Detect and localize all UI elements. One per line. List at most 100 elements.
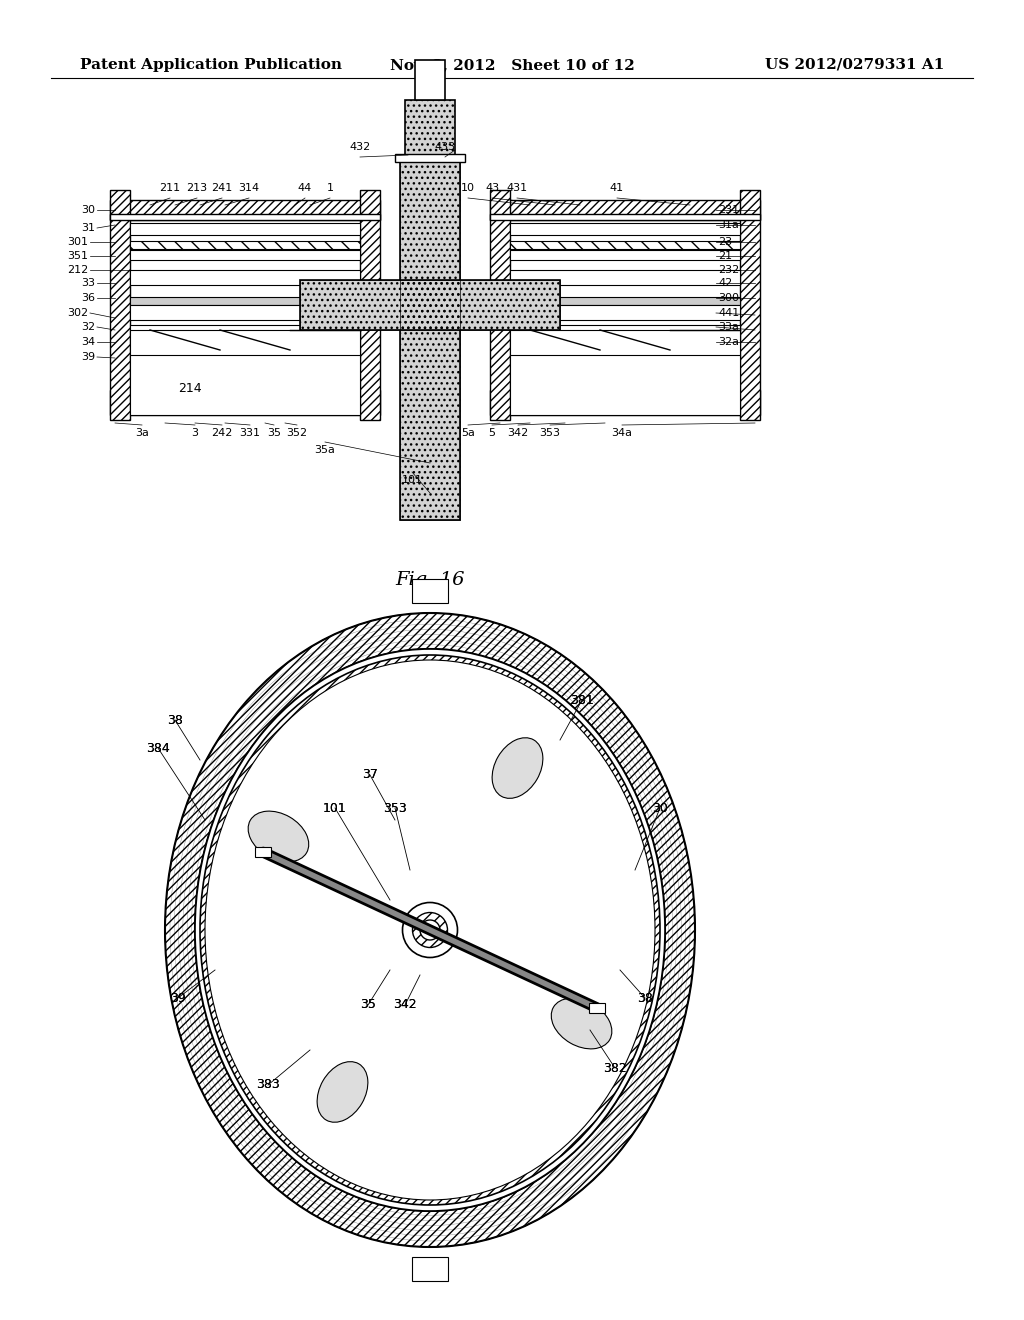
Text: 37: 37: [362, 768, 378, 781]
Text: 101: 101: [324, 801, 347, 814]
Bar: [510, 297, 740, 305]
Bar: [300, 280, 560, 330]
Bar: [130, 249, 360, 260]
Ellipse shape: [413, 912, 447, 948]
Ellipse shape: [493, 738, 543, 799]
Bar: [406, 100, 455, 160]
Text: 212: 212: [67, 265, 88, 275]
Text: 35a: 35a: [314, 445, 336, 455]
Text: 36: 36: [81, 293, 95, 304]
Text: US 2012/0279331 A1: US 2012/0279331 A1: [765, 58, 944, 73]
Bar: [589, 1003, 605, 1012]
Ellipse shape: [165, 612, 695, 1247]
Bar: [510, 223, 740, 235]
Bar: [130, 305, 360, 319]
Bar: [510, 330, 740, 360]
Text: 44: 44: [298, 183, 312, 193]
Ellipse shape: [205, 660, 655, 1200]
Bar: [400, 160, 460, 520]
Bar: [130, 325, 360, 341]
Bar: [412, 1257, 447, 1282]
Text: 3: 3: [191, 428, 199, 438]
Bar: [130, 223, 360, 235]
Bar: [360, 190, 380, 420]
Ellipse shape: [317, 1061, 368, 1122]
Bar: [740, 190, 760, 420]
Text: 33a: 33a: [718, 322, 739, 333]
Text: 383: 383: [256, 1078, 280, 1092]
Bar: [510, 271, 740, 285]
Text: 242: 242: [211, 428, 232, 438]
Bar: [110, 190, 130, 420]
Text: 231: 231: [718, 205, 739, 215]
Text: 353: 353: [540, 428, 560, 438]
Text: 30: 30: [652, 801, 668, 814]
Text: 300: 300: [718, 293, 739, 304]
Text: 30: 30: [652, 801, 668, 814]
Text: 34a: 34a: [611, 428, 633, 438]
Text: 35: 35: [267, 428, 281, 438]
Text: 432: 432: [349, 143, 371, 152]
Bar: [130, 330, 360, 360]
Bar: [490, 190, 510, 420]
Ellipse shape: [195, 649, 665, 1210]
Bar: [255, 847, 271, 857]
Text: 381: 381: [570, 693, 594, 706]
Bar: [412, 578, 449, 603]
Bar: [415, 59, 445, 100]
Text: 241: 241: [211, 183, 232, 193]
Text: 301: 301: [67, 238, 88, 247]
Bar: [110, 214, 380, 220]
Ellipse shape: [195, 649, 665, 1210]
Text: 32a: 32a: [718, 337, 739, 347]
Text: 384: 384: [146, 742, 170, 755]
Text: 232: 232: [718, 265, 739, 275]
Text: 211: 211: [160, 183, 180, 193]
Bar: [395, 154, 465, 162]
Text: 351: 351: [67, 251, 88, 261]
Bar: [130, 242, 360, 249]
Text: 342: 342: [393, 998, 417, 1011]
Text: 38: 38: [167, 714, 183, 726]
Bar: [110, 389, 380, 414]
Text: 42: 42: [718, 279, 732, 288]
Text: 352: 352: [287, 428, 307, 438]
Text: 302: 302: [67, 308, 88, 318]
Ellipse shape: [402, 903, 458, 957]
Text: 433: 433: [434, 143, 456, 152]
Ellipse shape: [200, 655, 660, 1205]
Text: 383: 383: [256, 1078, 280, 1092]
Text: 31: 31: [81, 223, 95, 234]
Text: 213: 213: [186, 183, 208, 193]
Text: 35: 35: [360, 998, 376, 1011]
Text: 35: 35: [360, 998, 376, 1011]
Bar: [510, 242, 740, 249]
Text: 101: 101: [324, 801, 347, 814]
Bar: [510, 325, 740, 341]
Text: 342: 342: [507, 428, 528, 438]
Text: 214: 214: [178, 381, 202, 395]
Ellipse shape: [551, 998, 612, 1049]
Text: 384: 384: [146, 742, 170, 755]
Bar: [130, 355, 360, 414]
Text: 31a: 31a: [718, 220, 739, 230]
Ellipse shape: [420, 920, 440, 940]
Text: 353: 353: [383, 801, 407, 814]
Text: 38: 38: [167, 714, 183, 726]
Bar: [300, 280, 560, 330]
Text: 353: 353: [383, 801, 407, 814]
Text: 21: 21: [718, 251, 732, 261]
Text: 30: 30: [81, 205, 95, 215]
Text: 441: 441: [718, 308, 739, 318]
Ellipse shape: [248, 810, 309, 862]
Text: 3a: 3a: [135, 428, 148, 438]
Bar: [490, 201, 760, 220]
Text: 331: 331: [240, 428, 260, 438]
Text: 37: 37: [362, 768, 378, 781]
Text: 381: 381: [570, 693, 594, 706]
Text: 38: 38: [637, 991, 653, 1005]
Text: Fig. 17: Fig. 17: [395, 1206, 465, 1224]
Text: 431: 431: [507, 183, 527, 193]
Text: 101: 101: [401, 475, 423, 484]
Text: 41: 41: [610, 183, 624, 193]
